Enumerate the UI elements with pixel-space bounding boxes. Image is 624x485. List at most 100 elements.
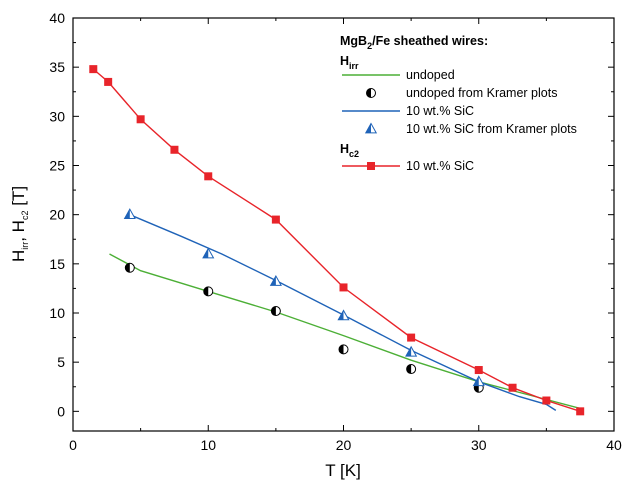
y-tick-label: 40 — [49, 10, 65, 26]
legend-label: 10 wt.% SiC from Kramer plots — [406, 122, 577, 136]
text-part: H — [340, 54, 349, 68]
series-10-wt-sic-from-kramer-plots — [123, 208, 485, 387]
half-circle-fill — [406, 364, 412, 374]
data-point — [170, 145, 179, 154]
series-line — [129, 214, 557, 411]
square-marker — [542, 396, 551, 405]
series-line — [109, 253, 581, 410]
x-axis-title: T [K] — [325, 461, 361, 480]
y-tick-label: 20 — [49, 207, 65, 223]
square-marker — [271, 215, 280, 224]
y-tick-label: 15 — [49, 256, 65, 272]
data-point — [338, 344, 349, 355]
square-marker — [89, 65, 98, 74]
triangle-fill — [405, 346, 412, 357]
legend-entry: 10 wt.% SiC from Kramer plots — [364, 122, 577, 136]
y-tick-label: 5 — [57, 354, 65, 370]
legend-header: MgB2/Fe sheathed wires: — [340, 34, 488, 51]
axis-ticks: 0 10 20 30 40 0 5 10 15 20 25 30 35 40 — [49, 10, 622, 453]
half-circle-fill — [271, 306, 276, 316]
half-circle-fill — [339, 344, 344, 354]
data-point — [337, 309, 350, 321]
triangle-fill — [203, 248, 209, 258]
data-point — [339, 283, 348, 292]
text-part: /Fe sheathed wires: — [372, 34, 488, 48]
half-circle-fill — [125, 263, 130, 273]
text-part: [T] — [9, 186, 28, 211]
y-axis-title: Hirr, Hc2 [T] — [9, 186, 30, 262]
data-point — [104, 77, 113, 86]
series-layer — [89, 65, 585, 416]
data-point — [270, 306, 281, 317]
subscript: irr — [349, 61, 359, 71]
data-point — [472, 375, 485, 387]
square-marker — [170, 145, 179, 154]
data-point — [576, 407, 585, 416]
text-part: H — [9, 250, 28, 262]
text-part: MgB — [340, 34, 367, 48]
x-tick-label: 30 — [471, 437, 487, 453]
legend-entry: undoped — [342, 68, 455, 82]
square-marker — [474, 366, 483, 375]
series-10-wt-sic — [129, 214, 557, 411]
x-tick-label: 10 — [200, 437, 216, 453]
data-point — [405, 345, 418, 357]
legend-group-hirr: Hirr — [340, 54, 359, 71]
series-line — [92, 68, 581, 412]
data-point — [123, 208, 136, 220]
square-marker — [104, 77, 113, 86]
series-undoped — [109, 253, 581, 410]
legend-entry: undoped from Kramer plots — [366, 86, 557, 100]
data-point — [89, 65, 98, 74]
x-tick-label: 40 — [606, 437, 622, 453]
subscript: irr — [20, 242, 30, 250]
legend-entry: 10 wt.% SiC — [342, 159, 474, 173]
data-point — [124, 262, 135, 273]
data-point — [203, 286, 214, 297]
y-tick-label: 30 — [49, 108, 65, 124]
series-undoped-from-kramer-plots — [124, 262, 484, 393]
square-marker — [136, 115, 145, 124]
subscript: c2 — [20, 211, 30, 221]
legend-label: undoped — [406, 68, 455, 82]
x-tick-label: 20 — [336, 437, 352, 453]
text-part: , H — [9, 220, 28, 242]
legend-entry: 10 wt.% SiC — [342, 104, 474, 118]
legend-label: 10 wt.% SiC — [406, 159, 474, 173]
text-part: H — [340, 142, 349, 156]
y-tick-label: 0 — [57, 403, 65, 419]
legend-label: 10 wt.% SiC — [406, 104, 474, 118]
y-tick-label: 35 — [49, 59, 65, 75]
half-circle-fill — [203, 286, 209, 296]
triangle-fill — [270, 276, 276, 286]
data-point — [474, 366, 483, 375]
subscript: c2 — [349, 149, 359, 159]
data-point — [407, 333, 416, 342]
data-point — [269, 275, 282, 286]
triangle-fill — [124, 209, 130, 219]
square-marker — [367, 162, 375, 170]
data-point — [406, 364, 417, 375]
square-marker — [508, 383, 517, 392]
half-circle-fill — [366, 88, 371, 98]
data-point — [508, 383, 517, 392]
y-tick-label: 10 — [49, 305, 65, 321]
square-marker — [407, 333, 416, 342]
data-point — [202, 247, 215, 259]
data-point — [136, 115, 145, 124]
legend: MgB2/Fe sheathed wires:HirrHc2undopedund… — [340, 34, 577, 173]
triangle-fill — [338, 310, 344, 320]
triangle-fill — [473, 376, 479, 386]
square-marker — [339, 283, 348, 292]
data-point — [271, 215, 280, 224]
subscript: 2 — [367, 41, 372, 51]
data-point — [204, 172, 213, 181]
y-tick-label: 25 — [49, 158, 65, 174]
square-marker — [576, 407, 585, 416]
legend-label: undoped from Kramer plots — [406, 86, 557, 100]
series-10-wt-sic — [89, 65, 585, 416]
x-tick-label: 0 — [69, 437, 77, 453]
triangle-fill — [365, 123, 371, 133]
square-marker — [204, 172, 213, 181]
